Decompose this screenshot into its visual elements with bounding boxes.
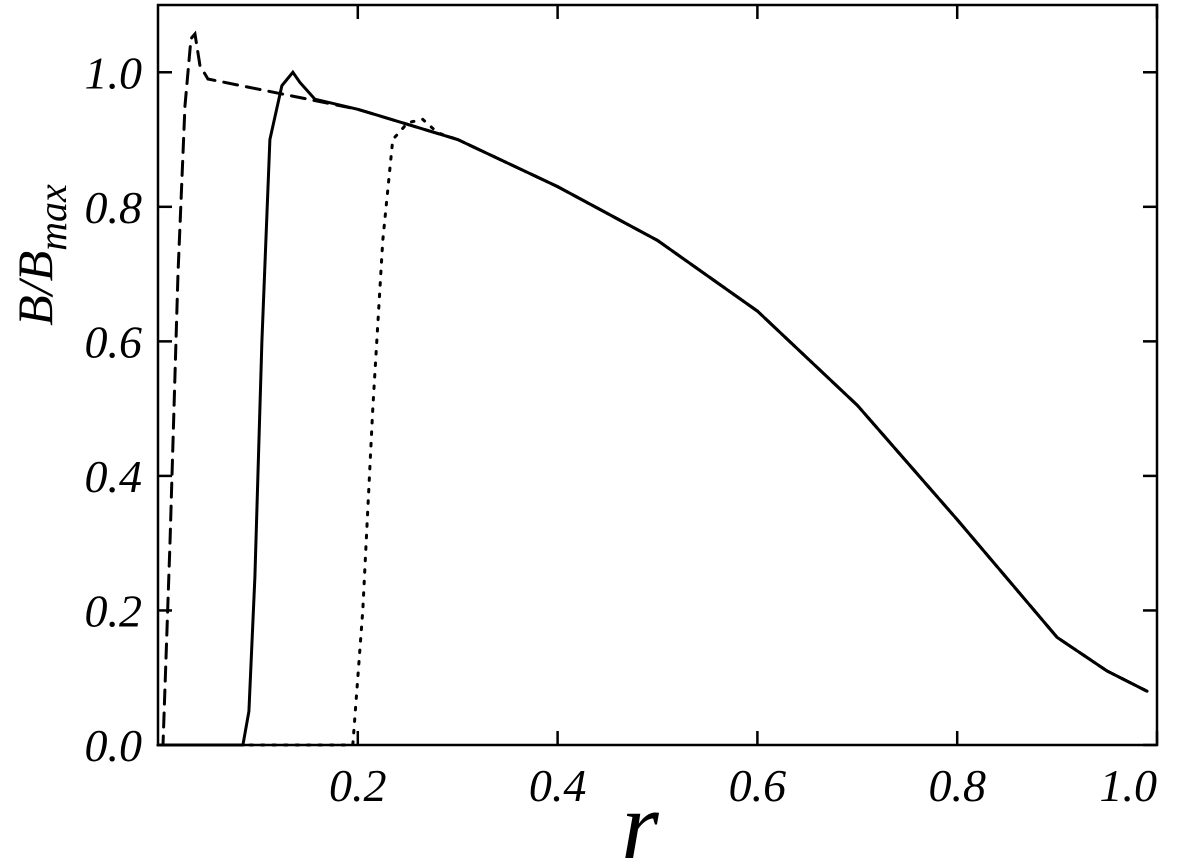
line-dotted [156,117,1149,747]
x-tick-label: 0.6 [729,760,787,811]
y-tick-label: 0.6 [85,316,143,367]
y-tick-label: 0.4 [85,451,143,502]
plot-frame [156,3,1159,747]
y-axis-label: B/Bmax [7,184,75,326]
line-dashed [156,30,1149,747]
x-tick-label: 0.8 [928,760,986,811]
x-tick-label: 0.4 [529,760,587,811]
y-tick-label: 0.0 [85,720,143,771]
y-label-main: B/B [7,251,63,326]
y-tick-label: 0.2 [85,585,143,636]
y-tick-label: 0.8 [85,182,143,233]
line-solid [156,69,1149,747]
x-tick-label: 1.0 [1100,760,1158,811]
y-label-sub: max [30,184,75,251]
y-tick-label: 1.0 [85,47,143,98]
x-tick-label: 0.2 [329,760,387,811]
x-axis-label: r [621,772,659,860]
